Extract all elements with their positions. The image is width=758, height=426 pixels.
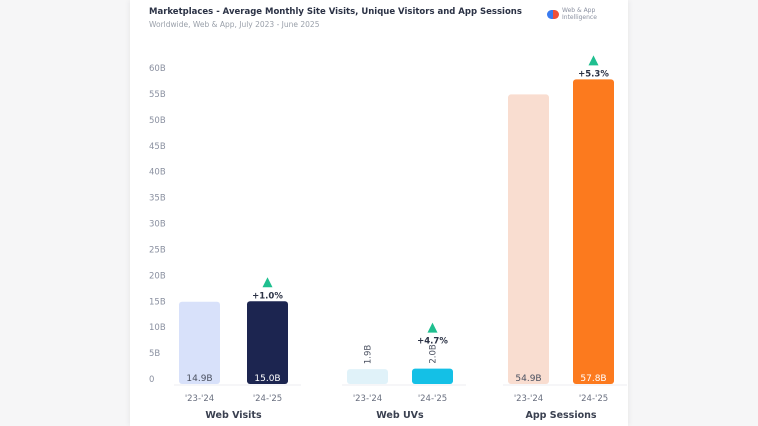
data-label: 14.9B (186, 374, 212, 384)
bar (412, 368, 453, 384)
y-tick-label: 45B (149, 142, 166, 152)
up-arrow-icon (262, 277, 273, 288)
data-label: 57.8B (580, 374, 606, 384)
change-label: +4.7% (417, 337, 448, 347)
group-label: Web Visits (205, 410, 262, 421)
chart-title: Marketplaces - Average Monthly Site Visi… (149, 7, 522, 17)
y-tick-label: 0 (149, 375, 154, 385)
logo-icon (547, 10, 559, 19)
bar (347, 369, 388, 384)
x-tick-label: '23-'24 (185, 394, 214, 404)
data-label: 15.0B (254, 374, 280, 384)
change-label: +5.3% (578, 69, 609, 79)
change-label: +1.0% (252, 291, 283, 301)
data-label: 2.0B (429, 344, 439, 364)
group-label: App Sessions (525, 410, 596, 421)
x-tick-label: '24-'25 (253, 394, 282, 404)
bar (573, 79, 614, 385)
data-label: 1.9B (364, 345, 374, 365)
x-tick-label: '23-'24 (353, 394, 382, 404)
y-tick-label: 55B (149, 90, 166, 100)
y-tick-label: 15B (149, 297, 166, 307)
chart-subtitle: Worldwide, Web & App, July 2023 - June 2… (149, 20, 320, 29)
x-tick-label: '24-'25 (418, 394, 447, 404)
y-tick-label: 50B (149, 116, 166, 126)
bar (508, 94, 549, 384)
x-tick-label: '24-'25 (579, 394, 608, 404)
logo-text-2: Intelligence (562, 13, 597, 21)
up-arrow-icon (427, 322, 438, 333)
y-tick-label: 20B (149, 271, 166, 281)
y-tick-label: 30B (149, 220, 166, 230)
y-tick-label: 40B (149, 168, 166, 178)
x-tick-label: '23-'24 (514, 394, 543, 404)
y-tick-label: 10B (149, 323, 166, 333)
logo-text-1: Web & App (562, 7, 596, 14)
y-tick-label: 5B (149, 349, 160, 359)
y-tick-label: 60B (149, 64, 166, 74)
up-arrow-icon (588, 55, 599, 66)
group-label: Web UVs (376, 410, 424, 421)
bar (247, 301, 288, 384)
data-label: 54.9B (515, 374, 541, 384)
brand-logo: Web & App Intelligence (547, 7, 597, 21)
bar (179, 301, 220, 384)
y-tick-label: 25B (149, 245, 166, 255)
y-tick-label: 35B (149, 194, 166, 204)
